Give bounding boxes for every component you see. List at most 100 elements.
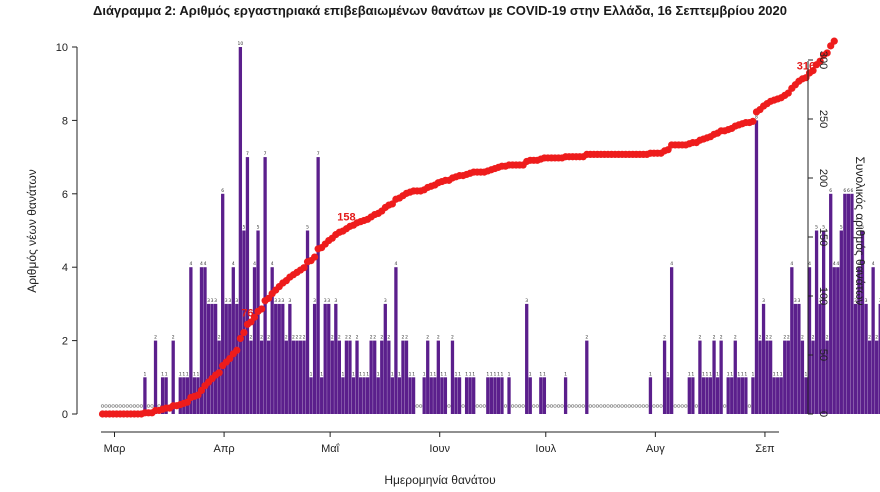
bar	[426, 340, 430, 414]
zero-marker	[556, 404, 561, 408]
bar	[457, 377, 462, 414]
zero-marker	[617, 404, 621, 408]
zero-marker	[118, 404, 122, 408]
bar	[814, 230, 819, 414]
cumulative-point	[257, 305, 266, 313]
bar-value-label: 4	[808, 261, 811, 267]
bar	[376, 377, 380, 414]
bar-value-label: 1	[359, 371, 362, 377]
zero-marker	[518, 404, 522, 408]
zero-marker	[521, 404, 525, 408]
bar-value-label: 6	[847, 188, 850, 194]
bar	[394, 267, 398, 414]
bar	[719, 340, 723, 414]
bar	[238, 47, 243, 414]
bar-value-label: 2	[868, 335, 871, 341]
zero-marker	[606, 404, 610, 408]
bar	[669, 267, 674, 414]
bar-value-label: 1	[179, 371, 182, 377]
bar	[397, 377, 402, 414]
bar-value-label: 2	[380, 335, 383, 341]
bar	[341, 377, 345, 414]
bar	[433, 377, 437, 414]
bar	[860, 230, 865, 414]
bar	[500, 377, 504, 414]
bar	[864, 303, 868, 414]
bar-value-label: 1	[366, 371, 369, 377]
bar	[358, 377, 363, 414]
bar	[708, 377, 713, 414]
zero-marker	[613, 404, 617, 408]
cumulative-point	[236, 334, 244, 343]
cumulative-annotation: 316	[797, 61, 815, 73]
bar-value-label: 1	[341, 371, 344, 377]
bar-value-label: 2	[663, 335, 666, 341]
bar-value-label: 6	[850, 188, 853, 194]
bar	[804, 377, 808, 414]
bar-value-label: 1	[691, 371, 694, 377]
bar	[797, 303, 801, 414]
zero-marker	[514, 404, 518, 408]
bar	[772, 377, 776, 414]
bar	[585, 340, 589, 414]
bar	[821, 230, 826, 414]
bar-value-label: 1	[430, 371, 433, 377]
zero-marker	[146, 404, 151, 408]
bar-value-label: 4	[394, 261, 397, 267]
bar	[383, 303, 387, 414]
bar	[178, 377, 182, 414]
y-tick-label: 0	[62, 409, 68, 421]
zero-marker	[115, 404, 119, 408]
bar-value-label: 4	[232, 261, 235, 267]
bar-value-label: 5	[815, 225, 818, 231]
bar	[171, 340, 175, 414]
zero-marker	[677, 404, 681, 408]
bar	[206, 303, 211, 414]
zero-marker	[139, 404, 143, 408]
bar	[429, 377, 433, 414]
bar	[867, 340, 872, 414]
x-tick-label: Ιουλ	[535, 443, 556, 455]
zero-marker	[680, 404, 684, 408]
zero-marker	[129, 404, 133, 408]
bar	[818, 303, 822, 414]
bar	[284, 340, 288, 414]
zero-marker	[503, 404, 508, 408]
zero-marker	[132, 404, 136, 408]
bar-value-label: 1	[377, 371, 380, 377]
bar	[807, 267, 812, 414]
chart-title: Διάγραμμα 2: Αριθμός εργαστηριακά επιβεβ…	[93, 3, 787, 18]
bar	[252, 267, 257, 414]
zero-marker	[546, 404, 550, 408]
bar	[846, 193, 851, 414]
bar-value-label: 4	[858, 261, 861, 267]
bar	[320, 377, 324, 414]
bar	[836, 267, 840, 414]
cumulative-point	[830, 37, 838, 45]
zero-marker	[100, 404, 105, 408]
zero-marker	[111, 404, 115, 408]
zero-marker	[447, 404, 451, 408]
bar-value-label: 1	[423, 371, 426, 377]
bar-value-label: 3	[274, 298, 277, 304]
bar-value-label: 2	[720, 335, 723, 341]
x-tick-label: Αυγ	[646, 443, 665, 455]
bar	[539, 377, 543, 414]
y-tick-label: 2	[62, 336, 68, 348]
cumulative-point	[233, 346, 241, 354]
bar	[288, 303, 292, 414]
zero-marker	[609, 404, 614, 408]
bar	[875, 340, 879, 414]
bar-value-label: 2	[426, 335, 429, 341]
bar-value-label: 1	[320, 371, 323, 377]
zero-marker	[125, 404, 129, 408]
bar-value-label: 1	[465, 371, 468, 377]
bar-value-label: 3	[235, 298, 238, 304]
bar	[436, 340, 440, 414]
y2-tick-label: 50	[817, 349, 829, 361]
bar-value-label: 1	[702, 371, 705, 377]
bar-value-label: 1	[493, 371, 496, 377]
bar-value-label: 2	[826, 335, 829, 341]
